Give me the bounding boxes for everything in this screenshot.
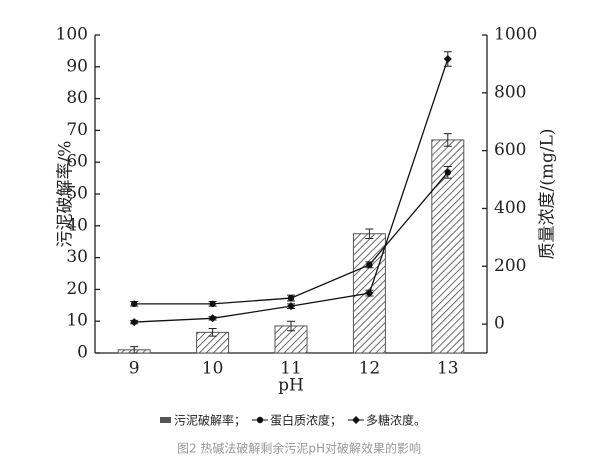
legend-label: 污泥破解率；	[174, 413, 246, 428]
bar	[274, 325, 308, 354]
y-tick-label: 0	[77, 343, 88, 363]
y2-axis-label: 质量浓度/(mg/L)	[538, 128, 558, 259]
line	[134, 58, 449, 323]
error-bar	[287, 320, 295, 332]
y-tick-label: 20	[66, 279, 88, 299]
x-tick-label: 10	[202, 359, 224, 379]
y2-tick-label: 400	[494, 198, 526, 218]
y2-tick-label: 200	[494, 256, 526, 276]
y2-tick-label: 1000	[494, 25, 537, 45]
legend-label: 蛋白质浓度；	[270, 413, 342, 428]
y-axis-label: 污泥破解率/%	[56, 141, 76, 248]
x-axis-label: pH	[278, 376, 304, 396]
y-tick-label: 10	[66, 311, 88, 331]
point	[208, 314, 217, 323]
y-tick-label: 100	[56, 25, 88, 45]
error-bar	[443, 133, 452, 147]
point	[444, 169, 451, 176]
point	[287, 294, 295, 302]
error-bar	[130, 346, 139, 354]
y-tick-label: 70	[66, 120, 88, 140]
point	[209, 300, 216, 308]
point	[131, 300, 138, 308]
x-tick-label: 11	[280, 359, 302, 379]
y2-tick-label: 0	[494, 314, 505, 334]
caption: 图2 热碱法破解剩余污泥pH对破解效果的影响	[177, 441, 421, 456]
y2-tick-label: 800	[494, 82, 526, 102]
legend-label: 多糖浓度。	[366, 413, 426, 428]
point	[130, 318, 139, 327]
x-tick-label: 13	[437, 359, 459, 379]
x-tick-label: 12	[359, 359, 381, 379]
line	[134, 171, 449, 305]
error-bar	[208, 328, 217, 337]
y-tick-label: 30	[66, 247, 88, 267]
bar	[431, 139, 465, 354]
y-tick-label: 90	[66, 56, 88, 76]
legend-marker	[256, 416, 264, 424]
error-bar	[365, 228, 374, 240]
y2-tick-label: 600	[494, 140, 526, 160]
y-tick-label: 60	[66, 152, 88, 172]
y-tick-label: 80	[66, 88, 88, 108]
y-tick-label: 50	[66, 184, 88, 204]
y-tick-label: 40	[66, 215, 88, 235]
point	[365, 289, 374, 298]
point	[366, 261, 373, 269]
point	[443, 54, 452, 63]
x-tick-label: 9	[129, 359, 140, 379]
point	[287, 302, 295, 311]
legend-swatch	[160, 417, 171, 423]
legend-marker	[352, 416, 361, 424]
